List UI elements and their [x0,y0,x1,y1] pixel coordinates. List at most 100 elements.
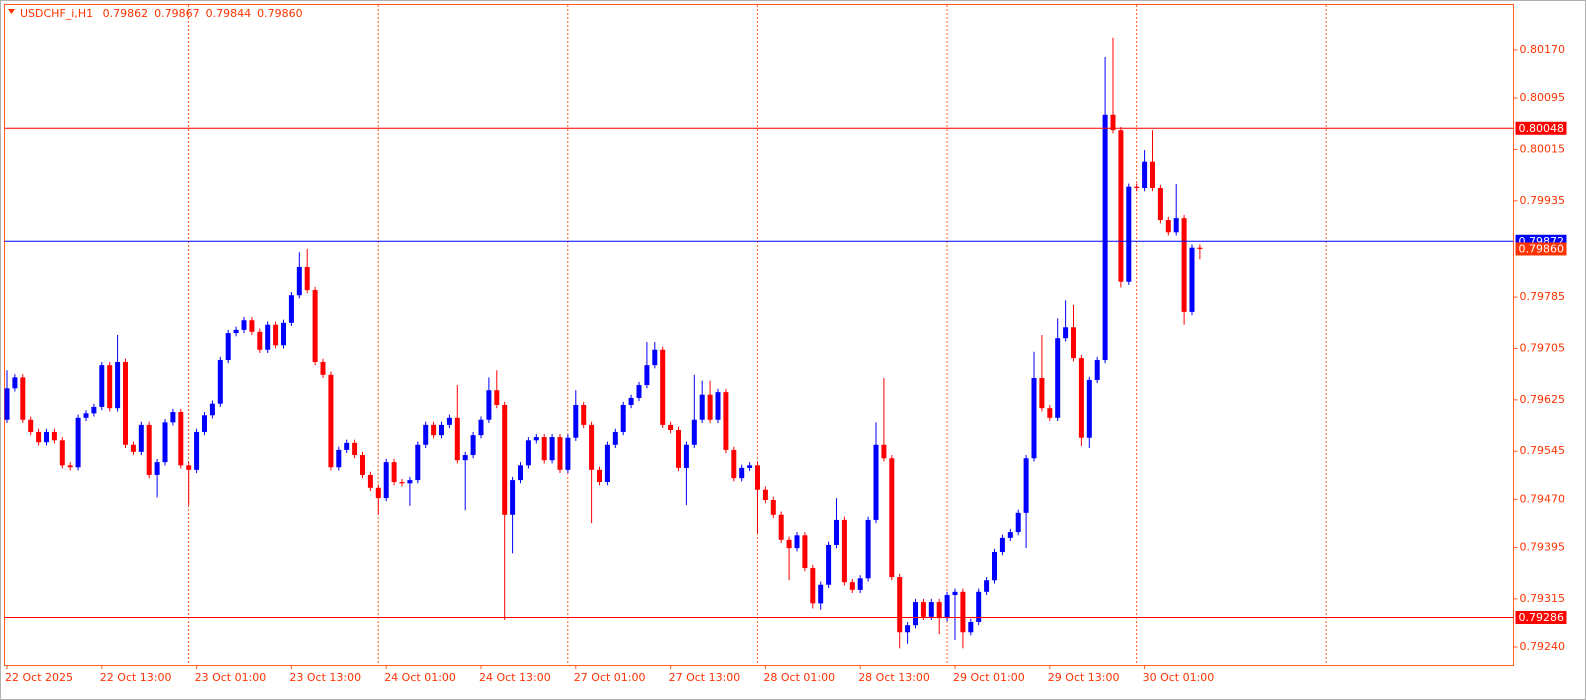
current-price-box [1515,242,1567,256]
candle-body [683,444,689,468]
candle-body [249,320,255,332]
candle-body [541,437,547,461]
candle-body [707,394,713,420]
candle-body [146,424,152,475]
candle-body [304,266,310,291]
candle-body [312,290,318,362]
candle-body [36,431,42,443]
current-price-label: 0.79860 [1519,242,1565,255]
candle-body [849,582,855,590]
candle-body [494,390,500,405]
candle-body [652,349,658,366]
candle-body [1023,458,1029,513]
candle-body [83,413,89,418]
candle-body [383,462,389,499]
candle-body [810,568,816,604]
candle-body [391,462,397,483]
candle-body [992,552,997,581]
candle-body [976,591,982,622]
y-tick-label: 0.79705 [1520,341,1566,354]
candle-body [960,591,966,633]
candle-body [123,361,128,445]
candle-body [549,437,555,461]
candle-body [194,431,200,470]
candle-body [628,397,634,405]
candle-body [486,390,492,420]
candle-body [202,415,207,432]
overlay-layer: 0.80170 0.80095 0.80015 0.79935 0.79785 0.797… [4,43,1567,684]
x-tick-label: 28 Oct 13:00 [858,671,930,684]
candle-body [715,392,721,420]
candle-body [802,535,808,569]
candle-body [439,424,444,436]
x-tick-label: 22 Oct 2025 [5,671,73,684]
candle-body [233,329,239,334]
candle-body [407,480,413,484]
candle-body [731,449,737,479]
candle-body [1055,338,1061,418]
y-tick-label: 0.79785 [1520,290,1566,303]
x-tick-label: 29 Oct 13:00 [1048,671,1120,684]
candle-body [1173,218,1179,233]
candle-body [770,500,776,515]
candle-body [399,482,405,484]
candle-body [296,266,302,296]
symbol: USDCHF_i,H1 [20,7,93,20]
candle-body [67,465,73,468]
candle-layer [4,37,1203,649]
candle-body [328,374,334,468]
candle-body [557,437,563,470]
candle-body [470,435,476,456]
candle-body [565,437,571,470]
candle-body [502,404,508,515]
candle-body [676,430,681,468]
candle-body [691,419,697,445]
candle-body [968,621,974,633]
candle-body [834,519,839,545]
candle-body [91,406,97,414]
candle-body [920,602,926,617]
x-tick-label: 29 Oct 01:00 [953,671,1025,684]
price-box-label: 0.80048 [1519,122,1565,135]
candle-body [604,444,610,483]
collapse-triangle[interactable] [8,9,15,14]
candle-body [99,365,105,407]
x-tick-label: 30 Oct 01:00 [1143,671,1215,684]
candle-body [44,431,49,443]
candle-body [1047,408,1053,418]
candle-body [881,444,887,459]
candle-body [573,404,579,438]
candle-body [1157,187,1163,221]
y-tick-label: 0.79395 [1520,541,1566,554]
candle-body [525,440,531,466]
x-tick-label: 28 Oct 01:00 [763,671,835,684]
candle-body [1118,130,1124,282]
candle-body [660,349,666,425]
candle-body [612,431,618,445]
candle-body [1007,532,1013,538]
x-tick-label: 22 Oct 13:00 [100,671,172,684]
candle-body [1015,512,1021,533]
candle-body [873,444,879,520]
candle-body [336,449,342,468]
chart-header: USDCHF_i,H1 0.79862 0.79867 0.79844 0.79860 [20,7,303,20]
candle-body [518,465,523,481]
y-tick-label: 0.79315 [1520,592,1566,605]
header-value: 0.79862 [103,7,149,20]
candle-body [186,465,192,470]
candle-body [905,625,911,633]
candle-body [644,365,650,386]
candle-body [1102,114,1108,361]
y-tick-label: 0.79470 [1520,492,1566,505]
x-tick-label: 27 Oct 01:00 [574,671,646,684]
x-tick-label: 23 Oct 01:00 [195,671,267,684]
candle-body [130,444,136,452]
y-tick-label: 0.79545 [1520,444,1566,457]
candle-body [423,424,429,445]
candle-body [1094,360,1100,380]
candle-body [344,442,350,450]
candle-body [162,422,168,463]
y-tick-label: 0.79625 [1520,393,1566,406]
candle-body [75,417,81,468]
y-tick-label: 0.80095 [1520,91,1566,104]
